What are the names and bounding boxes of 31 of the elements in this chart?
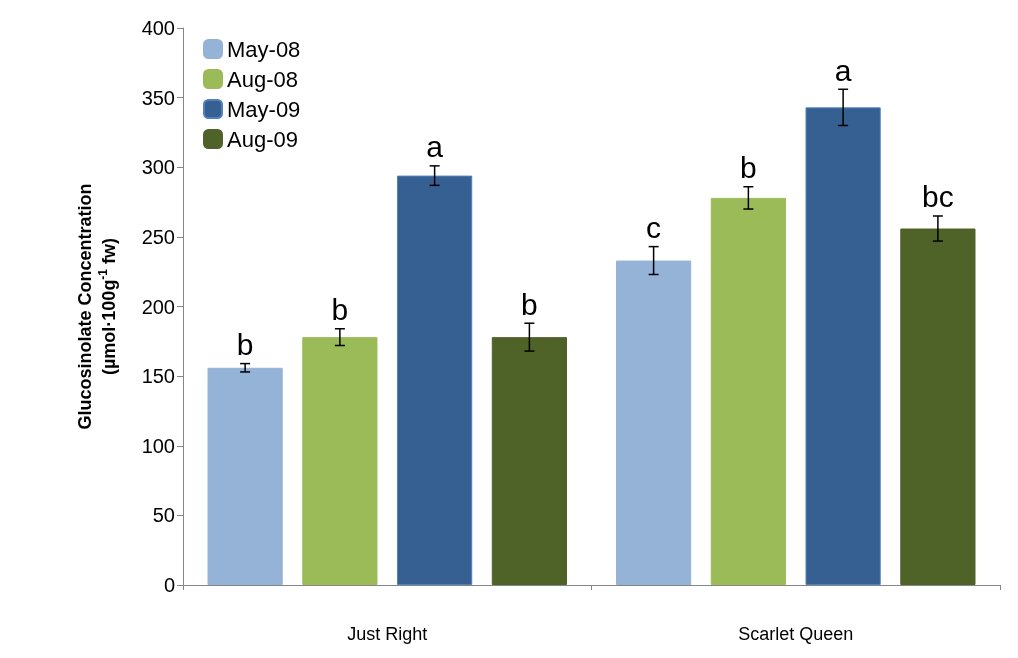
- y-tick-label: 50: [152, 504, 175, 527]
- y-tick-label: 300: [141, 156, 175, 179]
- data-label: b: [331, 293, 349, 327]
- bar: [900, 228, 976, 585]
- x-tick-label: Scarlet Queen: [738, 624, 854, 644]
- data-label: c: [646, 211, 662, 245]
- y-tick-label: 150: [141, 365, 175, 388]
- data-label: b: [521, 287, 538, 321]
- x-tick-label: Just Right: [347, 624, 428, 644]
- bar: [302, 337, 378, 585]
- y-tick-label: 250: [141, 225, 175, 248]
- data-label: b: [236, 328, 254, 362]
- y-tick-label: 200: [141, 295, 175, 318]
- legend-label: May-08: [227, 36, 301, 62]
- y-tick-label: 400: [141, 17, 175, 39]
- bar: [207, 367, 283, 585]
- legend-label: Aug-08: [227, 66, 298, 92]
- bar: [491, 337, 567, 585]
- y-tick-label: 350: [141, 86, 175, 109]
- bar: [710, 197, 786, 585]
- bar: [805, 107, 881, 585]
- bar: [397, 175, 473, 585]
- data-label: b: [740, 151, 757, 185]
- y-tick-label: 100: [141, 434, 175, 457]
- data-label: bc: [922, 180, 954, 214]
- y-tick-label: 0: [163, 574, 175, 596]
- bar: [616, 260, 692, 585]
- data-label: a: [426, 130, 444, 164]
- legend-label: Aug-09: [227, 126, 298, 152]
- data-label: a: [834, 53, 852, 87]
- legend-label: May-09: [227, 96, 301, 122]
